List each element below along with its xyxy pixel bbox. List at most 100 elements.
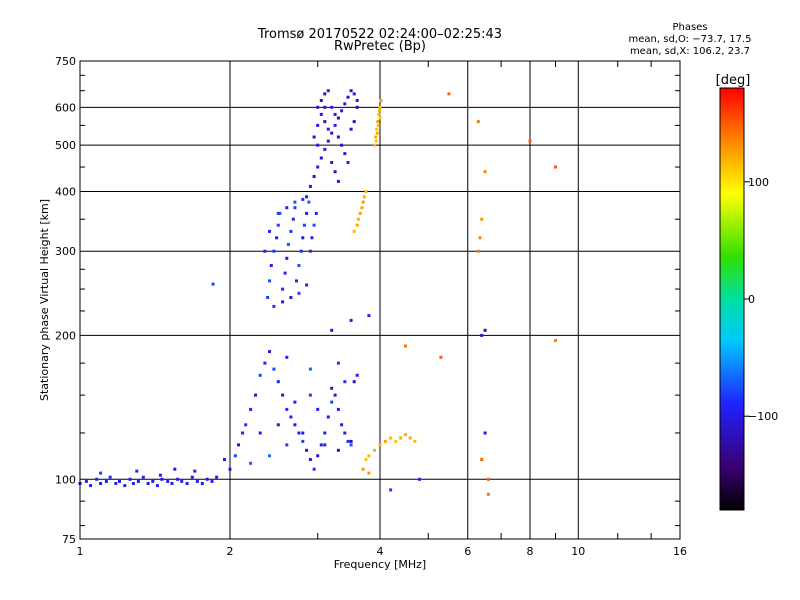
data-point <box>418 477 421 481</box>
data-point <box>362 195 366 199</box>
data-point <box>316 143 320 147</box>
data-point <box>378 443 382 447</box>
data-point <box>312 467 316 471</box>
data-point <box>314 211 318 215</box>
data-point <box>476 249 480 253</box>
data-point <box>289 296 293 299</box>
data-point <box>295 279 298 283</box>
data-point <box>131 482 135 485</box>
colorbar <box>719 87 745 511</box>
x-tick-label: 4 <box>377 545 384 558</box>
colorbar-tick-label: 0 <box>748 293 755 306</box>
data-point <box>272 304 276 308</box>
x-tick-label: 10 <box>571 545 585 558</box>
phase-x-stats: mean, sd,X: 106.2, 23.7 <box>629 46 751 57</box>
data-point <box>89 484 93 488</box>
data-point <box>374 135 378 139</box>
data-point <box>478 236 482 240</box>
data-point <box>367 471 371 475</box>
colorbar-ticks: 100 0 −100 <box>744 176 778 423</box>
data-point <box>323 147 327 151</box>
data-point <box>301 439 305 443</box>
data-point <box>293 200 297 204</box>
data-point <box>349 318 353 322</box>
colorbar-label: [deg] <box>716 73 751 88</box>
data-point <box>170 482 174 485</box>
data-point <box>146 482 150 485</box>
data-point <box>447 92 451 96</box>
data-point <box>375 127 379 131</box>
data-point <box>352 380 356 384</box>
data-point <box>323 92 327 96</box>
data-point <box>310 236 314 240</box>
x-tick-label: 16 <box>673 545 687 558</box>
data-point <box>114 482 118 485</box>
data-point <box>330 328 334 332</box>
data-point <box>319 112 323 116</box>
data-point <box>291 217 295 221</box>
data-point <box>158 473 162 477</box>
data-point <box>336 179 340 183</box>
chart-title: Tromsø 20170522 02:24:00–02:25:43 <box>257 27 503 42</box>
data-point <box>278 211 282 215</box>
colorbar-tick-label: 100 <box>748 176 769 189</box>
data-point <box>99 482 103 485</box>
data-point <box>355 373 359 377</box>
x-tick-label: 8 <box>527 545 534 558</box>
x-tick-labels: 1 2 4 6 8 10 16 <box>77 545 688 558</box>
data-point <box>376 120 380 124</box>
y-tick-label: 300 <box>55 245 76 258</box>
data-point <box>439 355 443 359</box>
data-point <box>364 190 368 193</box>
data-point <box>528 139 532 143</box>
data-point <box>383 439 387 443</box>
data-point <box>486 492 490 496</box>
data-point <box>276 423 280 427</box>
data-point <box>360 206 364 210</box>
data-point <box>476 120 480 124</box>
data-point <box>333 170 337 174</box>
data-point <box>343 152 347 156</box>
data-point <box>299 249 303 253</box>
y-axis-label: Stationary phase Virtual Height [km] <box>38 199 51 401</box>
data-point <box>173 467 177 471</box>
data-point <box>285 256 289 260</box>
data-point <box>376 123 380 127</box>
data-point <box>141 475 145 479</box>
data-point <box>336 116 340 120</box>
data-point <box>404 344 407 348</box>
data-point <box>483 328 487 332</box>
plot-frame <box>79 60 681 540</box>
data-point <box>200 482 204 485</box>
data-point <box>333 123 337 127</box>
data-point <box>281 300 285 304</box>
data-point <box>272 367 276 371</box>
data-point <box>364 458 368 461</box>
data-point <box>123 484 127 488</box>
data-point <box>233 454 237 458</box>
data-point <box>316 105 320 109</box>
data-point <box>346 95 350 99</box>
data-point <box>301 431 305 435</box>
data-point <box>176 477 180 481</box>
data-point <box>84 479 88 483</box>
data-point <box>128 477 132 481</box>
data-point <box>301 197 305 201</box>
data-point <box>379 99 383 102</box>
data-point <box>276 380 280 384</box>
data-point <box>285 443 289 447</box>
data-point <box>346 439 350 443</box>
data-point <box>249 461 253 465</box>
data-point <box>195 479 199 483</box>
data-point <box>340 109 344 113</box>
data-point <box>333 112 337 116</box>
data-point <box>308 249 312 253</box>
data-point <box>155 484 159 488</box>
data-point <box>389 436 393 440</box>
data-point <box>293 423 297 427</box>
data-point <box>349 443 353 447</box>
data-point <box>358 211 362 215</box>
data-point <box>285 407 289 411</box>
x-axis-label: Frequency [MHz] <box>334 558 426 571</box>
